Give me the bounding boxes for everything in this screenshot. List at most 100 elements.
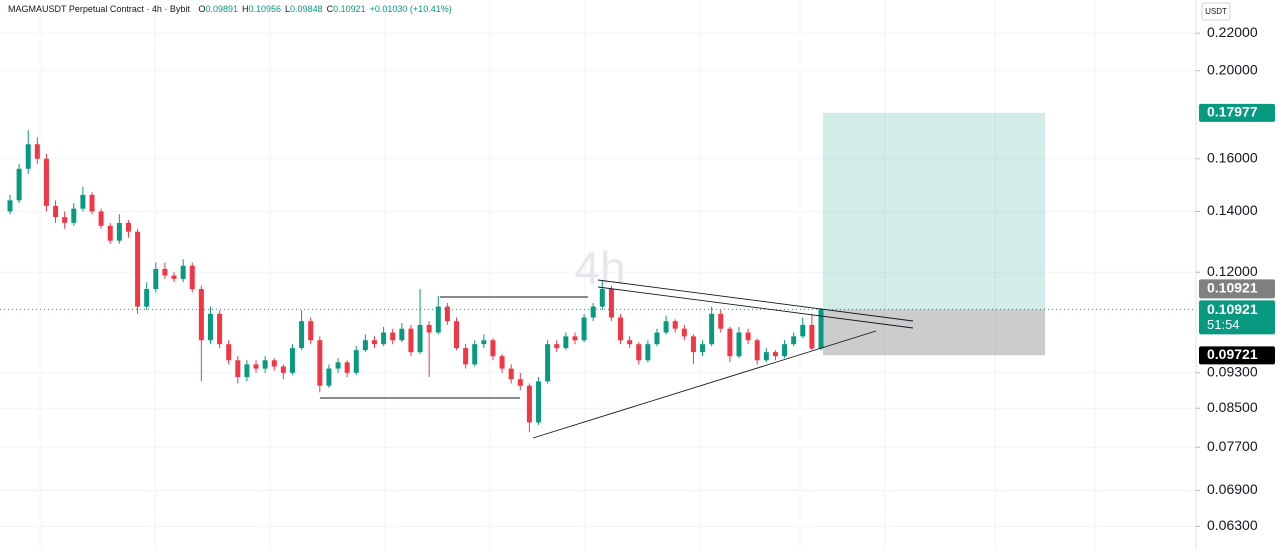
drawings xyxy=(320,279,914,439)
candle-body xyxy=(627,340,633,345)
last-price-label: 0.10921 xyxy=(1207,301,1258,317)
y-tick-label: 0.07700 xyxy=(1207,438,1258,454)
candle-body xyxy=(508,368,514,380)
candle-body xyxy=(171,275,177,279)
candle-body xyxy=(772,352,778,357)
candle-body xyxy=(390,332,396,341)
ohlc-key: O xyxy=(198,4,205,14)
candle-body xyxy=(645,344,651,361)
candle-body xyxy=(180,265,186,279)
candle-body xyxy=(43,158,49,206)
stop-label: 0.09721 xyxy=(1207,346,1258,362)
candle-body xyxy=(809,324,815,349)
candle-body xyxy=(153,268,159,290)
candle-body xyxy=(62,217,68,223)
candle-body xyxy=(362,340,368,351)
candle-body xyxy=(299,321,305,349)
watermark: 4h xyxy=(574,242,625,294)
candle-body xyxy=(444,306,450,322)
candle-body xyxy=(490,340,496,357)
candle-body xyxy=(98,211,104,226)
candle-body xyxy=(408,328,414,353)
candle-body xyxy=(353,350,359,373)
ohlc-value: 0.10921 xyxy=(333,4,366,14)
candle-body xyxy=(435,306,441,333)
candle-body xyxy=(654,332,660,345)
candle-body xyxy=(235,360,241,378)
candle-body xyxy=(709,313,715,345)
ohlc-key: H xyxy=(242,4,249,14)
candle-body xyxy=(116,222,122,241)
candle-body xyxy=(581,317,587,341)
countdown: 51:54 xyxy=(1207,317,1240,332)
candle-body xyxy=(335,362,341,369)
target-badge xyxy=(1199,103,1275,122)
candle-body xyxy=(144,289,150,307)
candle-body xyxy=(636,344,642,361)
candle-body xyxy=(563,336,569,349)
candle-body xyxy=(818,309,824,349)
candle-body xyxy=(207,313,213,341)
change: +0.01030 (+10.41%) xyxy=(370,4,452,14)
candle-body xyxy=(16,168,22,201)
candle-body xyxy=(280,366,286,373)
ohlc-value: 0.09848 xyxy=(290,4,323,14)
candle-body xyxy=(526,385,532,423)
candle-body xyxy=(590,306,596,318)
candle-body xyxy=(736,332,742,357)
candle-body xyxy=(672,321,678,329)
candle-body xyxy=(700,344,706,353)
plot xyxy=(0,112,1196,433)
candle-body xyxy=(189,265,195,290)
candle-body xyxy=(791,336,797,345)
ohlc-value: 0.10956 xyxy=(248,4,281,14)
y-tick-label: 0.14000 xyxy=(1207,202,1258,218)
candle-body xyxy=(381,332,387,345)
candle-body xyxy=(226,344,232,361)
y-tick-label: 0.12000 xyxy=(1207,263,1258,279)
candle-body xyxy=(344,362,350,373)
candle-body xyxy=(782,344,788,357)
candle-body xyxy=(399,328,405,341)
candle-body xyxy=(326,368,332,386)
unit-label: USDT xyxy=(1205,7,1227,16)
target-label: 0.17977 xyxy=(1207,104,1258,120)
position-profit-zone xyxy=(823,112,1045,310)
candle-body xyxy=(308,321,314,341)
y-tick-label: 0.09300 xyxy=(1207,363,1258,379)
position-loss-zone xyxy=(823,309,1045,356)
candle-body xyxy=(80,194,86,209)
candle-body xyxy=(745,332,751,341)
candle-body xyxy=(89,194,95,212)
candle-body xyxy=(53,205,59,218)
candle-body xyxy=(517,379,523,386)
candle-body xyxy=(554,344,560,349)
candle-body xyxy=(426,324,432,333)
last-price-badge xyxy=(1199,300,1275,335)
candle-body xyxy=(800,324,806,337)
candle-body xyxy=(262,360,268,369)
candle-body xyxy=(7,200,13,212)
trend-line xyxy=(597,286,914,329)
candle-body xyxy=(107,225,113,241)
candle-body xyxy=(198,289,204,341)
candle-body xyxy=(289,348,295,373)
candle-body xyxy=(572,336,578,341)
y-tick-label: 0.16000 xyxy=(1207,149,1258,165)
y-tick-label: 0.08500 xyxy=(1207,399,1258,415)
candle-body xyxy=(718,313,724,329)
candle-body xyxy=(244,364,250,378)
candle-body xyxy=(125,222,131,232)
price-axis: 0.22000 0.20000 0.16000 0.14000 0.12000 0.093… xyxy=(1196,24,1275,533)
header: MAGMAUSDT Perpetual Contract · 4h · Bybi… xyxy=(8,4,452,14)
candle-body xyxy=(599,289,605,307)
candle-body xyxy=(618,317,624,341)
candle-body xyxy=(135,231,141,307)
ohlc-key: L xyxy=(285,4,290,14)
candle-body xyxy=(417,324,423,353)
candle-body xyxy=(34,144,40,159)
candle-body xyxy=(472,344,478,365)
ohlc-key: C xyxy=(327,4,334,14)
candle-body xyxy=(317,340,323,386)
